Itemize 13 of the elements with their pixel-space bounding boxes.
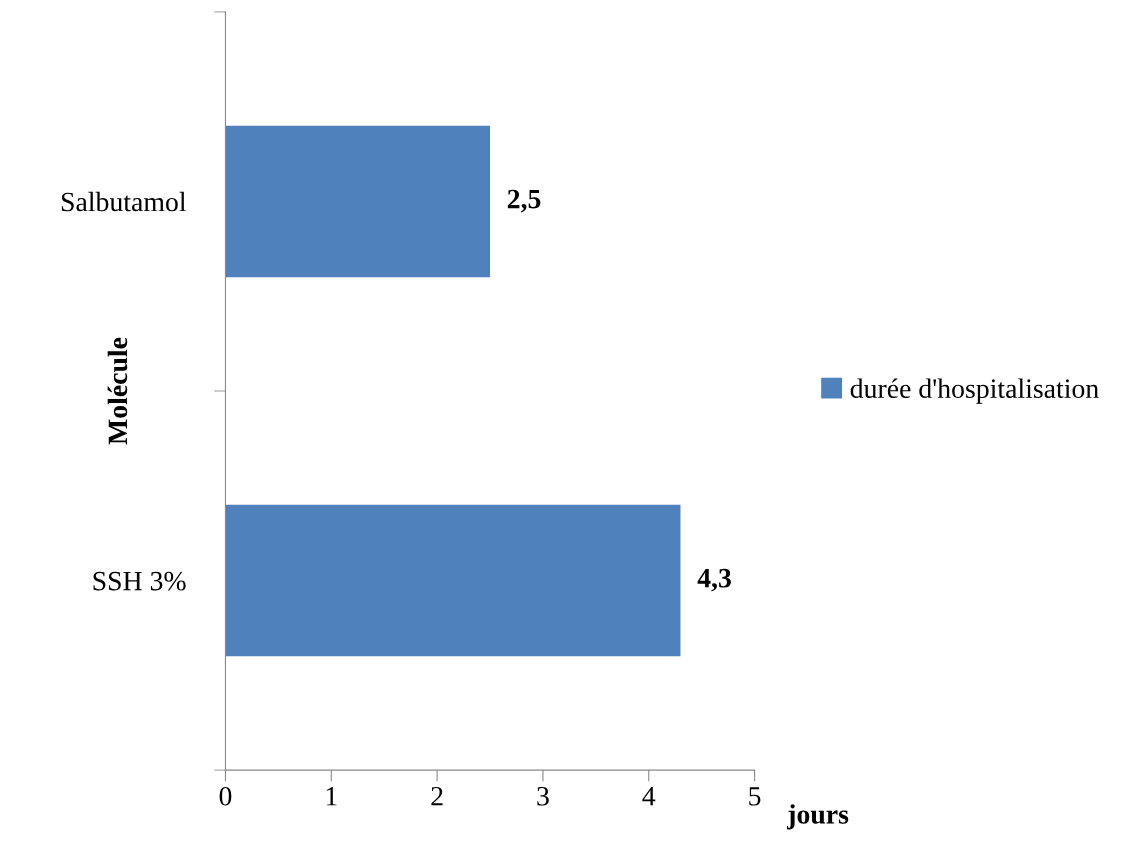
x-tick-label: 1 xyxy=(326,787,337,806)
x-axis-title: jours xyxy=(786,804,849,830)
legend-label: durée d'hospitalisation xyxy=(850,378,1099,404)
x-tick-label: 4 xyxy=(642,787,656,806)
y-tick-label: Salbutamol xyxy=(61,191,187,212)
x-tick-label: 2 xyxy=(431,786,443,806)
y-axis-title: Molécule xyxy=(107,337,128,445)
x-tick-label: 0 xyxy=(219,786,232,806)
x-tick-label: 5 xyxy=(749,787,761,806)
x-tick-label: 3 xyxy=(537,786,549,806)
data-label: 4,3 xyxy=(697,568,731,592)
y-tick-label: SSH 3% xyxy=(93,571,186,591)
data-label: 2,5 xyxy=(507,189,541,213)
